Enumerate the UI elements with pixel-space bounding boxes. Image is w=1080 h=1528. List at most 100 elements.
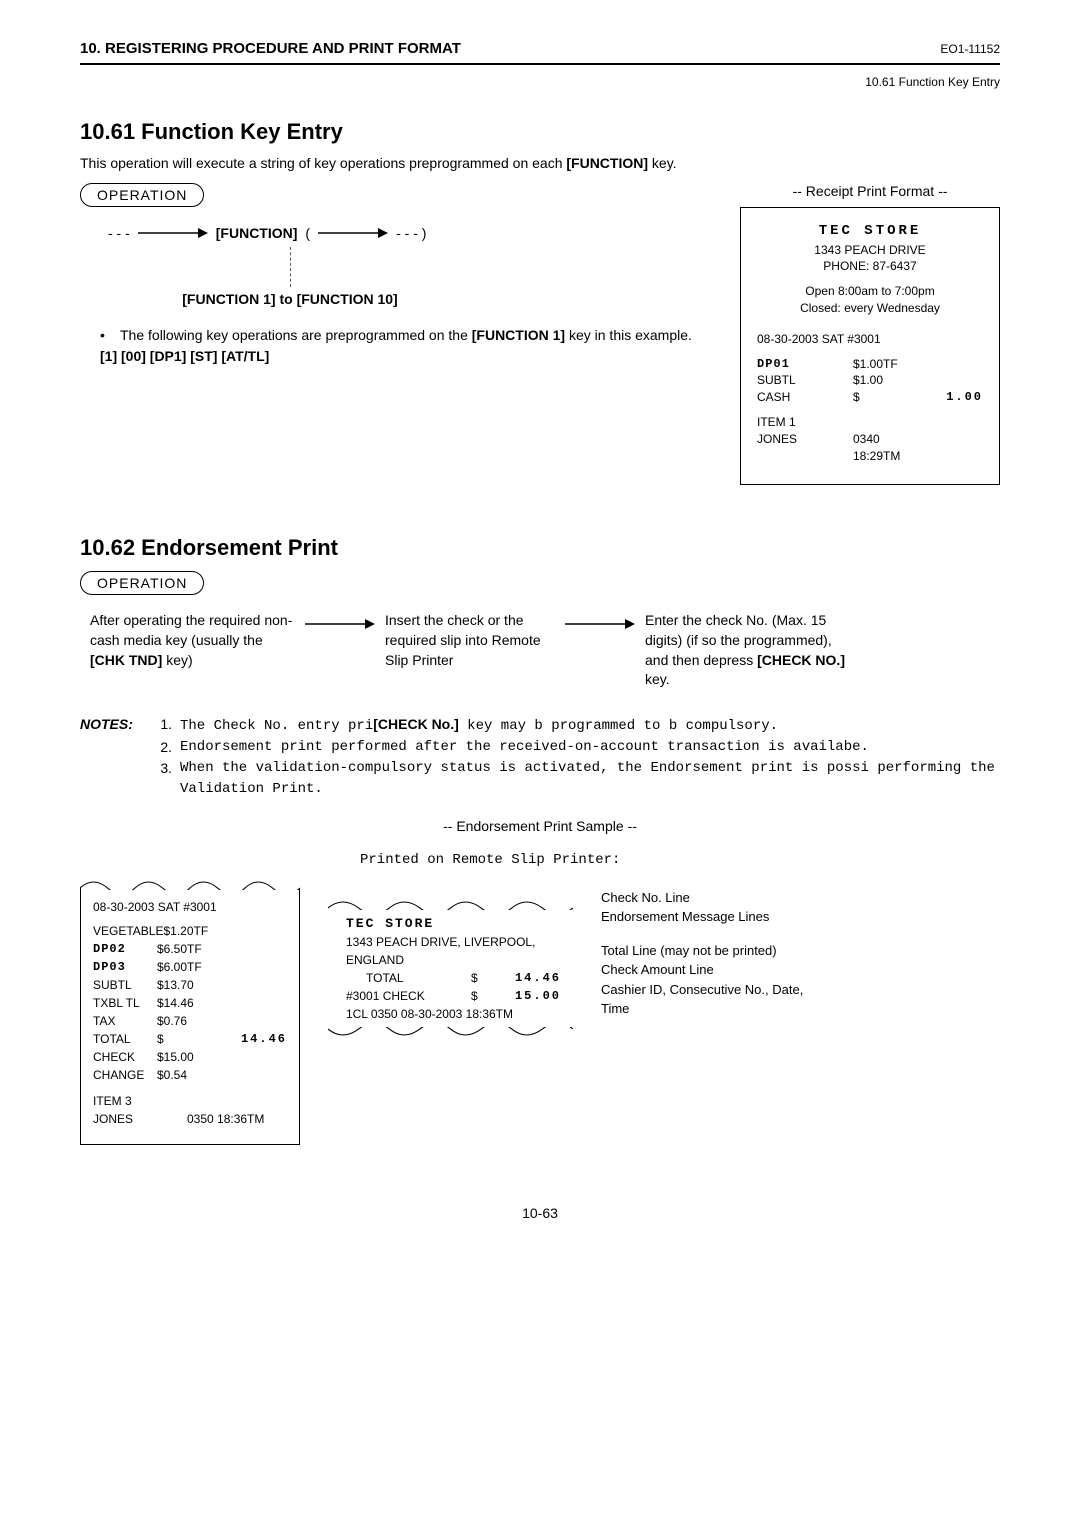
slip-receipt-1: 08-30-2003 SAT #3001 VEGETABLE$1.20TF DP… bbox=[80, 888, 300, 1145]
flow-function-key: [FUNCTION] bbox=[216, 225, 298, 241]
slip1-total-amt: 14.46 bbox=[227, 1030, 287, 1048]
receipt-phone: PHONE: 87-6437 bbox=[757, 258, 983, 275]
slip1-subtl-amt: $13.70 bbox=[157, 976, 227, 994]
note1-key: [CHECK No.] bbox=[373, 716, 459, 732]
note-number: 3. bbox=[150, 758, 180, 800]
operation-label-1: OPERATION bbox=[80, 183, 204, 207]
header-rule bbox=[80, 63, 1000, 65]
bullet-dot-icon: • bbox=[100, 325, 110, 346]
key-sequence: [1] [00] [DP1] [ST] [AT/TL] bbox=[100, 348, 700, 364]
page-header: 10. REGISTERING PROCEDURE AND PRINT FORM… bbox=[80, 40, 1000, 57]
arrow-right-icon bbox=[305, 611, 375, 633]
receipt-row: CASH $ 1.00 bbox=[757, 389, 983, 406]
flow-paren-open: ( bbox=[305, 225, 310, 241]
slip-receipt-2: TEC STORE 1343 PEACH DRIVE, LIVERPOOL, E… bbox=[328, 888, 573, 1048]
intro-text: This operation will execute a string of … bbox=[80, 155, 566, 171]
slip1-veg: VEGETABLE bbox=[93, 922, 163, 940]
anno-total-line: Total Line (may not be printed) bbox=[601, 941, 821, 961]
receipt-address: 1343 PEACH DRIVE bbox=[757, 242, 983, 259]
slip1-item-count: ITEM 3 bbox=[93, 1092, 287, 1110]
receipt-dp01: DP01 bbox=[757, 356, 853, 373]
slip2-total-dollar: $ bbox=[471, 969, 501, 987]
anno-check-amount: Check Amount Line bbox=[601, 960, 821, 980]
receipt-open-hours: Open 8:00am to 7:00pm bbox=[757, 283, 983, 300]
range-begin: [FUNCTION 1] bbox=[182, 291, 275, 307]
slip1-txbltl: TXBL TL bbox=[93, 994, 157, 1012]
slip2-check-dollar: $ bbox=[471, 987, 501, 1005]
slip1-dp03-amt: $6.00TF bbox=[157, 958, 227, 976]
slip2-footer: 1CL 0350 08-30-2003 18:36TM bbox=[346, 1005, 561, 1023]
range-end: [FUNCTION 10] bbox=[297, 291, 398, 307]
note-2: Endorsement print performed after the re… bbox=[180, 737, 1000, 758]
bullet-text-pre: The following key operations are preprog… bbox=[120, 327, 472, 343]
samples-row: 08-30-2003 SAT #3001 VEGETABLE$1.20TF DP… bbox=[80, 888, 1000, 1145]
step3-post: key. bbox=[645, 671, 670, 687]
function-range: [FUNCTION 1] to [FUNCTION 10] bbox=[140, 291, 440, 307]
slip1-timestamp: 0350 18:36TM bbox=[187, 1110, 287, 1128]
slip2-store: TEC STORE bbox=[346, 914, 561, 934]
anno-cashier-info: Cashier ID, Consecutive No., Date, Time bbox=[601, 980, 821, 1019]
printed-on-label: Printed on Remote Slip Printer: bbox=[360, 852, 1000, 868]
slip1-cashier: JONES bbox=[93, 1110, 187, 1128]
slip1-change: CHANGE bbox=[93, 1066, 157, 1084]
intro-function-key: [FUNCTION] bbox=[566, 155, 648, 171]
receipt-cash-dollar: $ bbox=[853, 389, 923, 406]
flow-dash-2: - - - ) bbox=[396, 225, 426, 241]
note1-c: key may b programmed to b compulsory. bbox=[459, 718, 778, 734]
slip1-check: CHECK bbox=[93, 1048, 157, 1066]
notes-block: NOTES: 1. The Check No. entry pri[CHECK … bbox=[80, 714, 1000, 800]
receipt-format-title: -- Receipt Print Format -- bbox=[740, 183, 1000, 199]
anno-endorse-msg: Endorsement Message Lines bbox=[601, 907, 821, 927]
receipt-subtl: SUBTL bbox=[757, 372, 853, 389]
range-to: to bbox=[276, 291, 297, 307]
receipt-store-name: TEC STORE bbox=[757, 222, 983, 242]
receipt-row: DP01 $1.00TF bbox=[757, 356, 983, 373]
function-flow: - - - [FUNCTION] ( - - - ) bbox=[108, 225, 700, 241]
slip2-address: 1343 PEACH DRIVE, LIVERPOOL, ENGLAND bbox=[346, 933, 561, 969]
anno-check-no-line: Check No. Line bbox=[601, 888, 821, 908]
slip2-check: #3001 CHECK bbox=[346, 987, 471, 1005]
section-1061-title: 10.61 Function Key Entry bbox=[80, 119, 1000, 145]
receipt-subtl-amt: $1.00 bbox=[853, 372, 923, 389]
header-subsection: 10.61 Function Key Entry bbox=[80, 75, 1000, 89]
flow-dash-1: - - - bbox=[108, 225, 130, 241]
slip2-total-amt: 14.46 bbox=[501, 969, 561, 987]
slip1-total-dollar: $ bbox=[157, 1030, 227, 1048]
header-chapter: 10. REGISTERING PROCEDURE AND PRINT FORM… bbox=[80, 40, 461, 57]
receipt-box: TEC STORE 1343 PEACH DRIVE PHONE: 87-643… bbox=[740, 207, 1000, 485]
wavy-top-icon bbox=[328, 896, 573, 910]
slip1-dp03: DP03 bbox=[93, 958, 157, 976]
arrow-right-icon bbox=[318, 227, 388, 239]
receipt-date-line: 08-30-2003 SAT #3001 bbox=[757, 331, 983, 348]
slip1-txbltl-amt: $14.46 bbox=[157, 994, 227, 1012]
slip2-total: TOTAL bbox=[346, 969, 471, 987]
step3-key: [CHECK NO.] bbox=[757, 652, 845, 668]
arrow-right-icon bbox=[138, 227, 208, 239]
section-1061-intro: This operation will execute a string of … bbox=[80, 155, 1000, 171]
page-number: 10-63 bbox=[80, 1205, 1000, 1221]
slip1-change-amt: $0.54 bbox=[157, 1066, 227, 1084]
receipt-cash-amt: 1.00 bbox=[923, 389, 983, 406]
note-number: 2. bbox=[150, 737, 180, 758]
notes-label: NOTES: bbox=[80, 716, 133, 732]
receipt-cashier: JONES bbox=[757, 431, 853, 465]
receipt-dp01-amt: $1.00TF bbox=[853, 356, 923, 373]
wavy-top-icon bbox=[80, 876, 300, 890]
section-1062-title: 10.62 Endorsement Print bbox=[80, 535, 1000, 561]
note-3: When the validation-compulsory status is… bbox=[180, 758, 1000, 800]
receipt-cash: CASH bbox=[757, 389, 853, 406]
intro-text-post: key. bbox=[648, 155, 677, 171]
receipt-row: SUBTL $1.00 bbox=[757, 372, 983, 389]
endorsement-flow: After operating the required non-cash me… bbox=[90, 611, 1000, 689]
bullet-function1-key: [FUNCTION 1] bbox=[472, 327, 565, 343]
slip1-dp02-amt: $6.50TF bbox=[157, 940, 227, 958]
slip1-subtl: SUBTL bbox=[93, 976, 157, 994]
slip2-check-amt: 15.00 bbox=[501, 987, 561, 1005]
slip1-tax-amt: $0.76 bbox=[157, 1012, 227, 1030]
slip1-total: TOTAL bbox=[93, 1030, 157, 1048]
note-1: The Check No. entry pri[CHECK No.] key m… bbox=[180, 714, 1000, 737]
header-docid: EO1-11152 bbox=[940, 42, 1000, 56]
receipt-item-count: ITEM 1 bbox=[757, 414, 983, 431]
endorsement-sample-title: -- Endorsement Print Sample -- bbox=[80, 818, 1000, 834]
slip1-veg-amt: $1.20TF bbox=[163, 922, 230, 940]
